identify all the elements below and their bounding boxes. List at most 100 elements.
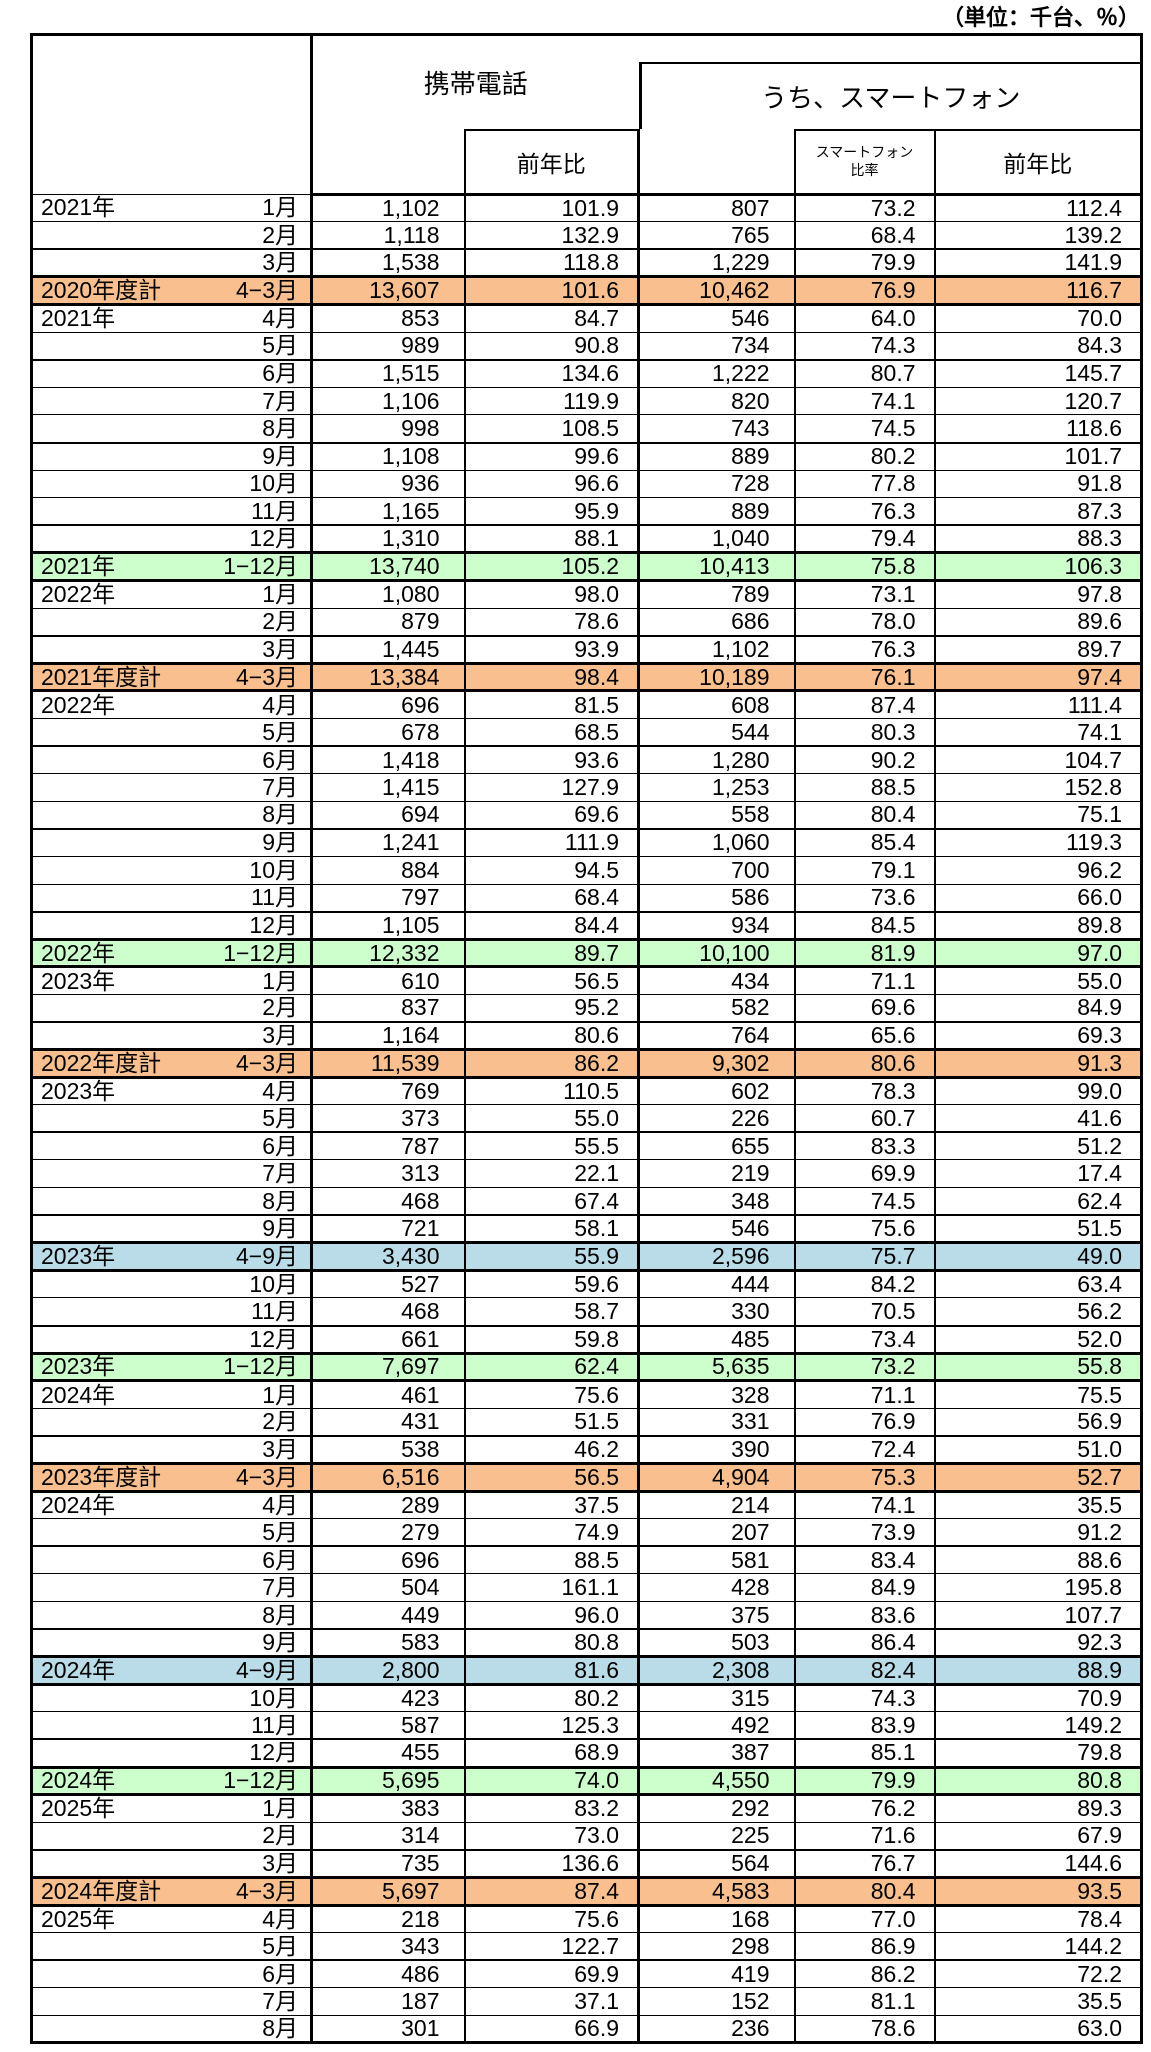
row-year-label: 2022年度計 [41,1049,162,1076]
table-row: 10月 527 59.6 444 84.2 63.4 [31,1269,1142,1298]
cell-phone-yoy: 118.8 [463,248,639,277]
cell-phone-units: 1,118 [310,221,465,250]
cell-phone-units: 314 [310,1821,465,1850]
row-month-label: 4月 [262,1905,298,1932]
table-row: 9月 1,241 111.9 1,060 85.4 119.3 [31,827,1142,857]
row-month-label: 7月 [262,1160,298,1187]
cell-smartphone-yoy: 97.4 [933,661,1142,693]
cell-phone-yoy: 80.2 [463,1683,639,1712]
cell-phone-units: 1,538 [310,248,465,277]
cell-smartphone-units: 582 [637,993,795,1022]
cell-smartphone-units: 807 [637,193,795,222]
row-month-label: 4月 [262,1077,298,1104]
cell-phone-yoy: 134.6 [463,358,639,388]
cell-phone-yoy: 98.4 [463,661,639,693]
table-row: 2022年 1−12月 12,332 89.7 10,100 81.9 97.0 [31,937,1142,969]
header-phone-group: 携帯電話 [309,34,639,131]
cell-smartphone-yoy: 145.7 [933,358,1142,388]
row-label: 2024年 4−9月 [31,1655,312,1686]
cell-phone-yoy: 88.5 [463,1545,639,1574]
cell-smartphone-yoy: 67.9 [933,1821,1142,1850]
table-row: 2月 879 78.6 686 78.0 89.6 [31,607,1142,636]
cell-phone-yoy: 96.6 [463,469,639,498]
row-month-label: 10月 [249,856,298,883]
row-label: 8月 [31,800,312,829]
header-smartphone-group: うち、スマートフォン [638,35,1142,131]
table-row: 9月 1,108 99.6 889 80.2 101.7 [31,441,1142,471]
row-month-label: 4月 [262,1491,298,1518]
row-label: 10月 [31,855,312,885]
row-label: 11月 [31,883,312,912]
row-year-label: 2021年 [41,194,116,221]
cell-smartphone-units: 700 [637,855,795,885]
cell-smartphone-ratio: 71.6 [793,1821,935,1850]
cell-phone-yoy: 55.0 [463,1104,639,1133]
cell-smartphone-ratio: 73.6 [793,883,935,912]
cell-smartphone-units: 1,102 [637,634,795,664]
cell-smartphone-units: 428 [637,1573,795,1602]
cell-smartphone-yoy: 88.6 [933,1545,1142,1574]
cell-phone-yoy: 73.0 [463,1821,639,1850]
cell-smartphone-units: 390 [637,1434,795,1464]
cell-smartphone-yoy: 144.2 [933,1932,1142,1961]
row-month-label: 4−3月 [235,1877,298,1904]
row-month-label: 11月 [251,884,298,911]
cell-smartphone-yoy: 120.7 [933,386,1142,415]
cell-phone-yoy: 127.9 [463,773,639,802]
cell-smartphone-ratio: 90.2 [793,745,935,774]
cell-phone-yoy: 22.1 [463,1159,639,1188]
cell-smartphone-ratio: 79.4 [793,524,935,553]
row-label: 6月 [31,745,312,774]
row-label: 2021年 1月 [31,193,312,222]
row-month-label: 5月 [262,1932,298,1959]
row-month-label: 8月 [262,801,298,828]
cell-smartphone-yoy: 49.0 [933,1241,1142,1272]
row-month-label: 4月 [262,691,298,718]
cell-smartphone-units: 655 [637,1131,795,1160]
cell-smartphone-units: 219 [637,1159,795,1188]
cell-phone-yoy: 80.6 [463,1021,639,1050]
cell-smartphone-units: 889 [637,441,795,471]
row-label: 7月 [31,1159,312,1188]
cell-smartphone-yoy: 96.2 [933,855,1142,885]
table-row: 2023年 4−9月 3,430 55.9 2,596 75.7 49.0 [31,1241,1142,1272]
cell-smartphone-units: 4,583 [637,1875,795,1907]
row-month-label: 4−3月 [235,663,298,690]
cell-smartphone-yoy: 87.3 [933,497,1142,526]
cell-smartphone-units: 292 [637,1794,795,1823]
cell-smartphone-units: 586 [637,883,795,912]
cell-smartphone-yoy: 91.3 [933,1048,1142,1079]
cell-smartphone-units: 1,229 [637,248,795,277]
row-year-label: 2023年 [41,1243,116,1270]
cell-phone-units: 1,445 [310,634,465,664]
row-label: 10月 [31,1269,312,1298]
cell-smartphone-ratio: 74.3 [793,331,935,360]
cell-phone-units: 13,607 [310,275,465,307]
cell-smartphone-ratio: 85.4 [793,827,935,857]
row-year-label: 2024年 [41,1491,116,1518]
cell-smartphone-yoy: 91.8 [933,469,1142,498]
cell-smartphone-ratio: 71.1 [793,1380,935,1409]
row-month-label: 4−3月 [235,277,298,304]
row-label: 7月 [31,1573,312,1602]
cell-smartphone-yoy: 70.0 [933,304,1142,333]
row-year-label: 2021年 [41,305,116,332]
cell-phone-yoy: 78.6 [463,607,639,636]
row-month-label: 12月 [249,911,298,938]
cell-smartphone-units: 686 [637,607,795,636]
cell-smartphone-units: 546 [637,1214,795,1243]
row-label: 6月 [31,1959,312,1988]
cell-smartphone-units: 434 [637,966,795,995]
cell-smartphone-yoy: 84.3 [933,331,1142,360]
cell-phone-yoy: 89.7 [463,937,639,969]
row-month-label: 4−3月 [235,1049,298,1076]
row-label: 7月 [31,1987,312,2016]
row-label: 8月 [31,2014,312,2043]
table-row: 5月 279 74.9 207 73.9 91.2 [31,1518,1142,1547]
row-month-label: 8月 [262,414,298,441]
table-row: 2024年 1−12月 5,695 74.0 4,550 79.9 80.8 [31,1765,1142,1797]
table-row: 5月 373 55.0 226 60.7 41.6 [31,1104,1142,1133]
table-row: 7月 313 22.1 219 69.9 17.4 [31,1159,1142,1188]
cell-phone-units: 989 [310,331,465,360]
cell-smartphone-units: 602 [637,1076,795,1105]
